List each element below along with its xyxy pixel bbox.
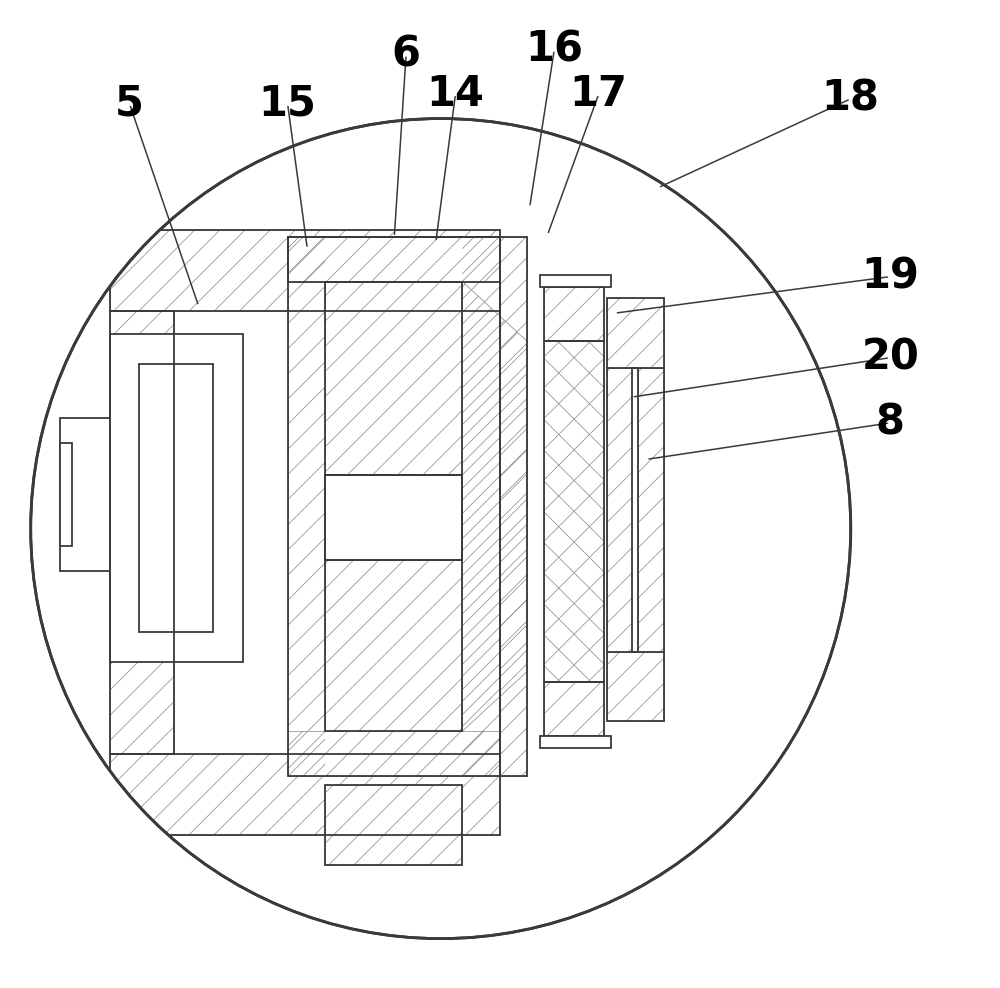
Bar xyxy=(325,282,462,731)
Bar xyxy=(540,736,611,748)
Bar xyxy=(110,230,500,311)
Bar xyxy=(540,275,611,287)
Bar xyxy=(632,368,638,652)
Bar xyxy=(325,785,462,864)
Text: 18: 18 xyxy=(822,78,880,120)
Bar xyxy=(607,298,664,368)
Bar xyxy=(607,652,664,721)
Bar xyxy=(462,237,500,776)
Text: 8: 8 xyxy=(876,402,905,444)
Bar xyxy=(174,311,500,754)
Bar xyxy=(288,237,500,282)
Bar xyxy=(500,237,527,776)
Bar xyxy=(110,311,174,754)
Text: 6: 6 xyxy=(392,34,421,75)
Bar xyxy=(607,298,664,721)
Bar xyxy=(60,443,72,546)
Text: 19: 19 xyxy=(861,256,919,297)
Text: 14: 14 xyxy=(427,73,484,115)
Bar xyxy=(288,237,500,282)
Bar xyxy=(638,368,664,652)
Bar xyxy=(544,682,604,736)
Bar xyxy=(325,560,462,731)
Bar xyxy=(288,237,500,776)
Bar xyxy=(325,282,462,475)
Bar xyxy=(110,334,243,662)
Text: 20: 20 xyxy=(861,337,919,378)
Text: 15: 15 xyxy=(259,83,317,124)
Bar xyxy=(607,368,632,652)
PathPatch shape xyxy=(6,0,994,988)
Text: 5: 5 xyxy=(115,83,144,124)
Bar xyxy=(60,418,115,571)
Bar xyxy=(110,754,500,835)
Polygon shape xyxy=(462,282,527,731)
Bar xyxy=(500,237,527,776)
Bar xyxy=(544,341,604,682)
Bar xyxy=(544,682,604,736)
Bar xyxy=(110,311,174,754)
Bar xyxy=(544,287,604,341)
Text: 16: 16 xyxy=(525,29,583,70)
Bar xyxy=(544,287,604,341)
Bar xyxy=(544,341,604,682)
Bar xyxy=(139,364,213,632)
Bar xyxy=(288,731,500,776)
Bar xyxy=(110,754,500,835)
Bar xyxy=(325,785,462,864)
Bar xyxy=(288,237,325,776)
Text: 17: 17 xyxy=(570,73,628,115)
Bar xyxy=(110,230,500,311)
Bar xyxy=(325,475,462,560)
